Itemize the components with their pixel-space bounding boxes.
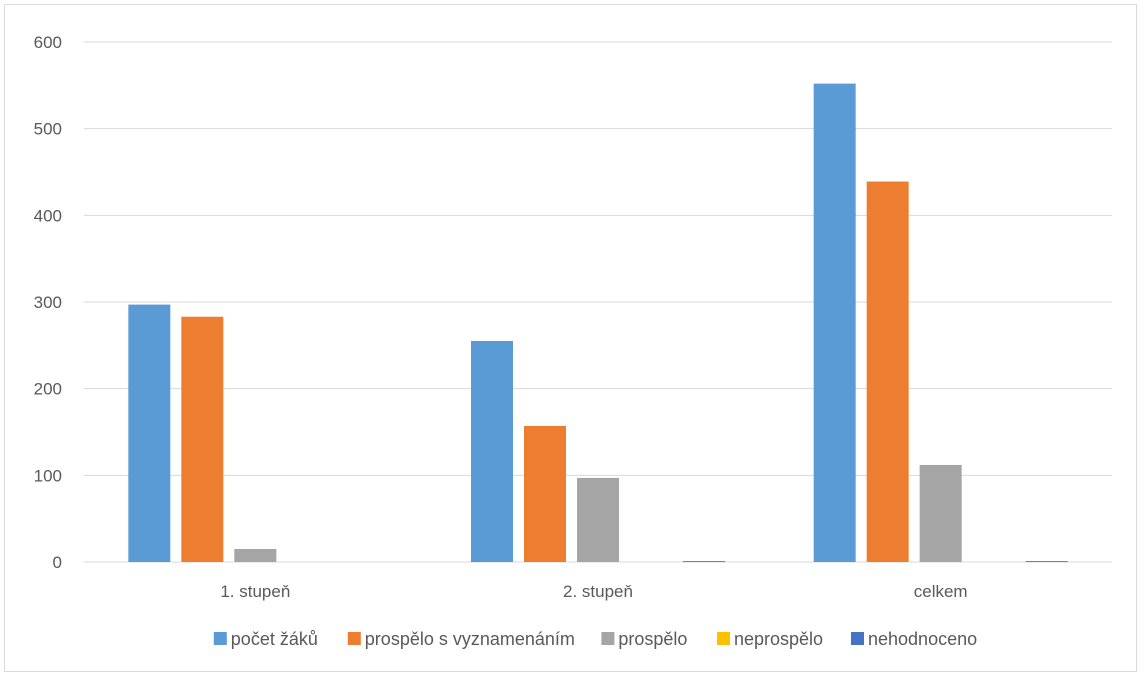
legend-label: prospělo s vyznamenáním [365,629,575,649]
bar [471,341,513,562]
legend-label: nehodnoceno [868,629,977,649]
legend-label: počet žáků [231,629,318,649]
legend-swatch [601,632,615,645]
legend-swatch [851,632,864,645]
legend-swatch [347,632,361,645]
x-tick-label: celkem [914,582,968,601]
y-tick-label: 500 [34,120,62,139]
x-tick-label: 1. stupeň [220,582,290,601]
bar [813,83,856,562]
bar [181,316,224,562]
y-tick-label: 400 [34,206,62,225]
y-tick-label: 600 [34,33,62,52]
x-tick-label: 2. stupeň [563,582,633,601]
bar [919,464,962,562]
bar [234,549,277,562]
bar [683,561,725,562]
bar [128,304,171,562]
y-tick-label: 100 [34,466,62,485]
y-tick-label: 200 [34,380,62,399]
y-tick-label: 300 [34,293,62,312]
bar [1025,561,1068,562]
legend-swatch [717,632,730,645]
legend-label: prospělo [618,629,687,649]
y-tick-label: 0 [53,553,62,572]
bar [524,425,566,562]
legend-label: neprospělo [734,629,823,649]
bar [866,181,909,563]
bar [577,477,619,562]
legend-swatch [213,632,227,645]
